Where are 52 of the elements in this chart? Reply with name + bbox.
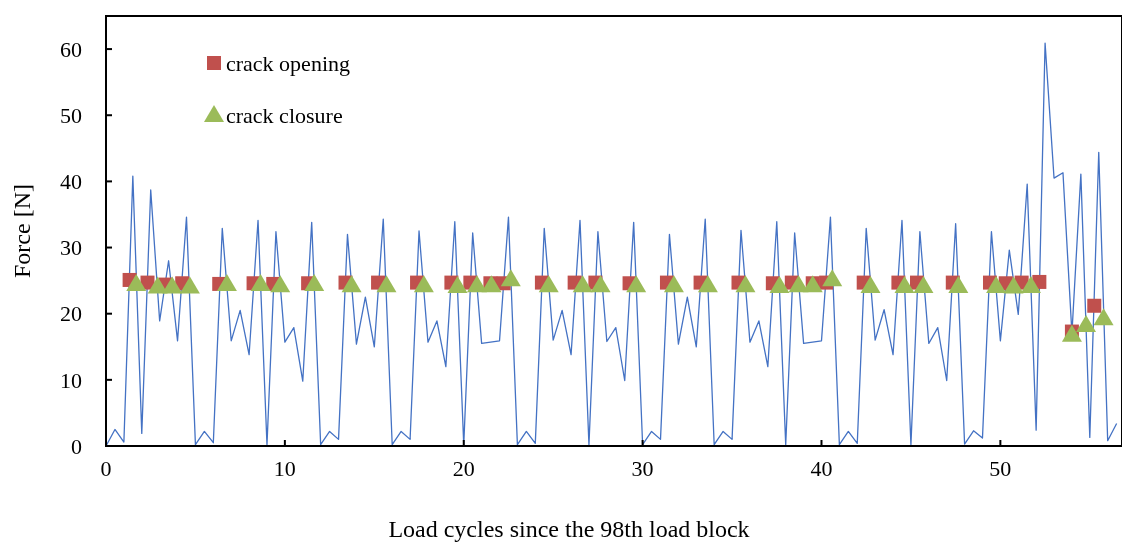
y-axis-title: Force [N] <box>9 184 35 278</box>
y-tick-label: 0 <box>71 433 82 459</box>
point <box>304 273 325 291</box>
point <box>735 275 756 293</box>
point <box>162 276 183 294</box>
point <box>126 273 147 291</box>
point <box>466 275 487 293</box>
x-tick-label: 10 <box>273 456 296 481</box>
point <box>860 275 881 293</box>
point <box>1003 276 1024 294</box>
point <box>626 275 647 293</box>
point <box>216 273 237 291</box>
x-tick-label: 40 <box>810 456 833 481</box>
point <box>481 275 502 293</box>
point <box>179 276 200 294</box>
x-tick-label: 0 <box>100 456 112 481</box>
point <box>697 275 718 293</box>
point <box>250 273 271 291</box>
point <box>913 275 934 293</box>
y-tick-label: 50 <box>60 102 82 128</box>
legend-label: crack closure <box>226 102 343 128</box>
point <box>376 275 397 293</box>
y-tick-label: 10 <box>60 367 82 393</box>
point <box>1087 298 1102 313</box>
point <box>1020 275 1041 293</box>
point <box>341 275 362 293</box>
point <box>572 275 593 293</box>
line-series <box>106 42 1118 446</box>
point <box>500 269 521 287</box>
point <box>822 269 843 287</box>
point <box>538 275 559 293</box>
y-tick-label: 40 <box>60 169 82 195</box>
x-tick-label: 20 <box>452 456 475 481</box>
y-tick-label: 20 <box>60 301 82 327</box>
point <box>894 275 915 293</box>
y-tick-label: 30 <box>60 235 82 261</box>
point <box>663 275 684 293</box>
x-tick-label: 50 <box>989 456 1012 481</box>
point <box>590 275 611 293</box>
point <box>1076 314 1097 332</box>
point <box>769 275 790 293</box>
point <box>147 276 168 294</box>
x-tick-label: 30 <box>631 456 654 481</box>
y-tick-label: 60 <box>60 36 82 62</box>
point <box>413 275 434 293</box>
point <box>1093 308 1114 326</box>
point <box>986 275 1007 293</box>
point <box>447 275 468 293</box>
legend-label: crack opening <box>226 50 350 76</box>
x-axis-title: Load cycles since the 98th load block <box>388 516 750 542</box>
point <box>270 275 291 293</box>
point <box>948 275 969 293</box>
